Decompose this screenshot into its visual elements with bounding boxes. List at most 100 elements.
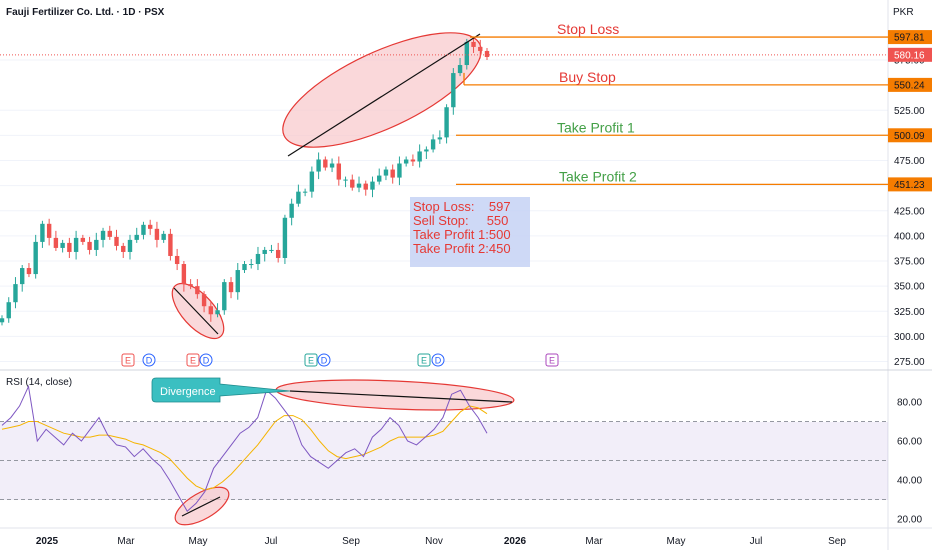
event-marker-label: E [308,356,314,366]
time-tick-label: May [667,536,686,547]
dividend-icon [142,353,156,367]
candle-body [383,169,389,176]
candle-body [316,159,321,172]
candle-body [188,284,193,287]
time-tick-label: Sep [828,536,846,547]
event-marker[interactable]: D [431,353,445,367]
event-marker-label: E [421,356,427,366]
event-marker[interactable]: E [186,353,200,367]
bottom-trend-ellipse[interactable] [163,275,232,347]
candle-body [370,181,375,190]
last-price-label: 580.16 [894,50,925,61]
rsi-line [1,384,488,512]
candle-body [94,239,99,250]
event-marker-label: D [321,356,328,366]
event-marker-label: D [203,356,210,366]
event-marker-label: E [549,356,555,366]
event-marker-label: D [146,356,153,366]
time-tick-label: Sep [342,536,360,547]
candle-body [87,241,92,250]
trade-box[interactable] [410,197,530,267]
level-label: Stop Loss [557,21,619,37]
event-marker-label: D [435,356,442,366]
candle-body [242,264,247,271]
candle-body [208,306,214,315]
price-axis: 275.00 300.00 325.00 350.00 375.00 400.00 425.… [887,0,925,550]
candle-body [228,282,234,293]
candle-body [20,268,25,285]
rsi-tick-label: 60.00 [897,437,922,448]
event-marker[interactable]: D [142,353,156,367]
candle-body [249,264,254,266]
last-price-badge [888,47,932,62]
earnings-icon [304,353,318,367]
rsi-bottom-line[interactable] [181,496,221,517]
candle-body [269,249,274,251]
earnings-icon [545,353,559,367]
rsi-divergence-line[interactable] [289,390,513,403]
price-levels: 580.16 Stop Loss 597.81 Buy Stop 550.24 Take … [0,21,932,192]
rsi-band-lines [0,421,888,500]
earnings-icon [121,353,135,367]
candle-body [215,310,220,315]
bottom-trend-line[interactable] [173,287,219,335]
event-marker[interactable]: E [417,353,431,367]
candle-body [174,255,180,265]
candle-body [457,65,463,74]
trade-box-line-4: Take Profit 2:450 [413,241,511,256]
top-trend-ellipse[interactable] [268,10,496,170]
candle-body [67,242,72,252]
candle-body [451,73,456,108]
event-marker[interactable]: D [317,353,331,367]
price-tick-label: 425.00 [894,206,925,217]
candle-body [336,163,342,180]
candle-body [262,249,267,254]
event-marker[interactable]: E [545,353,559,367]
level-price-badge [888,177,932,192]
price-tick-label: 350.00 [894,282,925,293]
earnings-icon [417,353,431,367]
time-tick-label: Mar [117,536,135,547]
level-price-label: 550.24 [894,80,925,91]
candle-body [168,233,173,256]
candle-body [222,282,227,311]
candle-body [80,237,86,242]
candle-body [397,163,402,178]
candle-body [73,237,79,252]
divergence-callout[interactable] [151,377,291,403]
candle-body [343,179,348,181]
candle-body [100,230,106,240]
candle-body [275,249,281,258]
level-price-label: 500.09 [894,131,925,142]
trade-box-line-1: Stop Loss: 597 [413,199,511,214]
level-price-label: 451.23 [894,180,925,191]
rsi-tick-label: 80.00 [897,398,922,409]
candle-body [147,224,153,229]
level-label: Buy Stop [559,69,616,85]
event-marker[interactable]: E [304,353,318,367]
candle-body [323,159,328,168]
price-tick-label: 275.00 [894,357,925,368]
candle-body [444,107,449,138]
candle-body [356,183,362,188]
level-price-badge [888,128,932,143]
price-tick-label: 475.00 [894,156,925,167]
candle-body [195,286,200,295]
candle-body [296,191,301,204]
event-marker[interactable]: D [199,353,213,367]
candle-body [181,264,187,285]
price-tick-label: 300.00 [894,332,925,343]
rsi-tick-label: 40.00 [897,476,922,487]
event-marker[interactable]: E [121,353,135,367]
level-price-badge [888,30,932,45]
currency-label: PKR [893,7,914,18]
divergence-label: Divergence [160,386,216,398]
candle-body [46,223,52,238]
candle-body [60,242,65,248]
time-tick-label: 2025 [36,536,59,547]
level-label: Take Profit 1 [557,119,635,135]
candle-body [235,270,240,293]
candle-body [410,159,416,162]
time-tick-label: Jul [750,536,763,547]
